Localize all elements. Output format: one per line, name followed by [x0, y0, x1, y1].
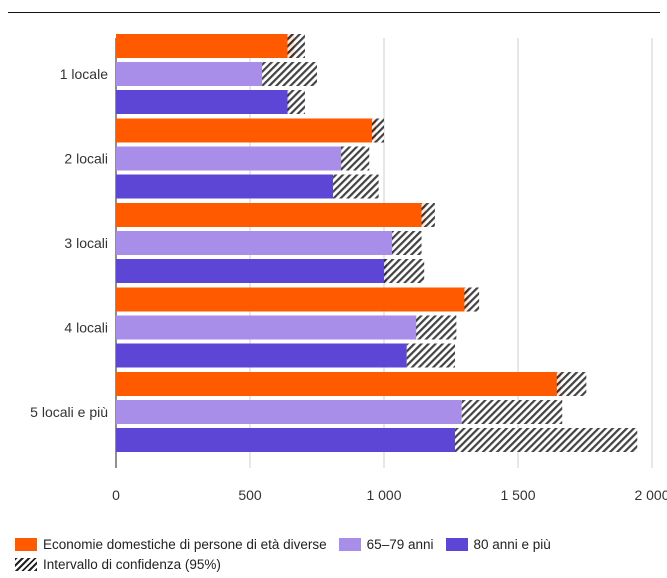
category-label: 5 locali e più [30, 404, 108, 420]
confidence-interval [455, 428, 638, 452]
legend-item-confidence-interval: Intervallo di confidenza (95%) [15, 557, 221, 572]
x-tick-label: 500 [238, 487, 262, 503]
confidence-interval [371, 118, 384, 143]
bar-chart: 0 500 1 000 1 500 2 000 1 locale 2 locali 3 loc… [30, 34, 667, 503]
confidence-interval [421, 203, 435, 227]
legend-swatch [445, 537, 468, 551]
confidence-interval [406, 343, 456, 368]
confidence-interval [464, 287, 480, 312]
category-label: 4 locali [64, 320, 108, 336]
legend-item-65-79: 65–79 anni [338, 536, 434, 552]
bar [116, 287, 469, 312]
bar [116, 428, 456, 452]
confidence-interval [461, 400, 563, 424]
bar [116, 203, 426, 227]
bar [116, 174, 334, 199]
legend: Economie domestiche di persone di età di… [15, 534, 655, 574]
legend-swatch-hatched [15, 557, 37, 571]
bar [116, 343, 407, 368]
bar [116, 62, 263, 86]
x-tick-label: 2 000 [634, 487, 667, 503]
legend-swatch [338, 537, 361, 551]
confidence-interval [384, 259, 425, 283]
category-label: 2 locali [64, 151, 108, 167]
confidence-interval [556, 372, 587, 396]
bar [116, 34, 295, 58]
confidence-interval [333, 174, 379, 199]
legend-label: 65–79 anni [366, 536, 434, 552]
bar [116, 259, 387, 283]
x-tick-label: 1 500 [500, 487, 535, 503]
confidence-interval [262, 62, 317, 86]
top-rule [8, 12, 660, 13]
confidence-interval [416, 315, 457, 340]
x-tick-label: 1 000 [366, 487, 401, 503]
legend-swatch [15, 537, 37, 551]
bar [116, 118, 376, 143]
legend-item-other-ages: Economie domestiche di persone di età di… [15, 537, 327, 552]
category-label: 3 locali [64, 235, 108, 251]
bar [116, 400, 462, 424]
legend-label: Intervallo di confidenza (95%) [43, 556, 221, 572]
legend-label: 80 anni e più [473, 536, 551, 552]
confidence-interval [341, 146, 370, 171]
legend-label: Economie domestiche di persone di età di… [43, 536, 327, 552]
bar [116, 231, 394, 255]
bar [116, 315, 418, 340]
bar [116, 146, 343, 171]
x-tick-label: 0 [112, 487, 120, 503]
bar [116, 372, 561, 396]
legend-item-80-plus: 80 anni e più [445, 536, 551, 552]
confidence-interval [287, 34, 305, 58]
confidence-interval [392, 231, 422, 255]
category-label: 1 locale [60, 66, 108, 82]
confidence-interval [287, 90, 305, 114]
bar [116, 90, 289, 114]
